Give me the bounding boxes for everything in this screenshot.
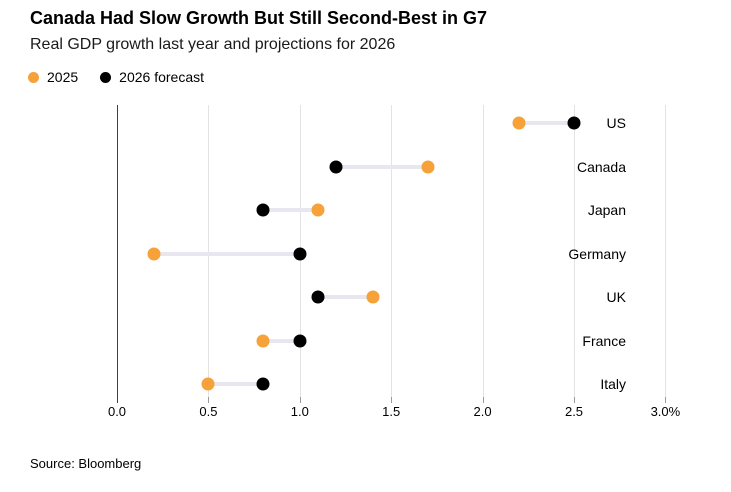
chart-subtitle: Real GDP growth last year and projection… (30, 36, 396, 53)
x-tick-label-0.0: 0.0 (107, 404, 127, 419)
connector-canada (336, 164, 428, 169)
dot-2025-uk (366, 290, 380, 304)
legend-swatch-2026-icon (100, 71, 112, 83)
x-tick-label-0.5: 0.5 (199, 404, 218, 419)
connector-france (263, 338, 300, 343)
category-label-japan: Japan (587, 202, 626, 218)
gridline-3.0% (665, 105, 667, 397)
x-tick-1.5 (391, 397, 393, 403)
gridline-0.5 (208, 105, 210, 397)
dot-2026-forecast-germany (293, 247, 307, 260)
x-tick-label-1.0: 1.0 (290, 404, 309, 419)
x-tick-label-3.0%: 3.0% (650, 404, 681, 419)
connector-uk (318, 295, 373, 299)
x-tick-label-2.5: 2.5 (564, 404, 584, 419)
y-axis-line (117, 105, 118, 403)
category-label-italy: Italy (600, 376, 626, 392)
legend-item-2026-forecast: 2026 forecast (100, 69, 204, 85)
legend-swatch-2025-icon (28, 71, 39, 83)
connector-japan (263, 208, 319, 212)
dot-2026-forecast-italy (256, 377, 270, 391)
x-tick-1.0 (299, 397, 301, 403)
connector-us (519, 121, 574, 125)
x-tick-2.5 (574, 397, 575, 403)
category-label-uk: UK (606, 289, 626, 305)
legend-label-2026-forecast: 2026 forecast (119, 69, 204, 85)
category-label-germany: Germany (568, 245, 626, 262)
chart-legend: 2025 2026 forecast (28, 69, 204, 85)
dot-2025-japan (311, 203, 325, 217)
dot-2026-forecast-japan (256, 203, 270, 217)
dot-2025-italy (201, 377, 215, 391)
dot-2026-forecast-france (293, 334, 307, 347)
dot-2026-forecast-us (567, 116, 581, 130)
connector-italy (208, 382, 264, 386)
source-note: Source: Bloomberg (30, 456, 142, 471)
dot-2025-france (256, 334, 270, 347)
x-tick-2.0 (482, 397, 484, 403)
dot-2026-forecast-canada (329, 160, 343, 173)
category-label-canada: Canada (576, 158, 626, 175)
category-label-france: France (582, 332, 626, 349)
dot-2025-germany (147, 247, 161, 260)
gridline-1.5 (391, 105, 393, 397)
chart-title: Canada Had Slow Growth But Still Second-… (30, 8, 488, 28)
x-tick-3.0% (665, 397, 667, 403)
dot-2025-us (512, 116, 526, 130)
category-label-us: US (606, 115, 626, 131)
x-tick-label-1.5: 1.5 (382, 404, 401, 419)
legend-item-2025: 2025 (28, 69, 78, 85)
gridline-2.0 (482, 105, 484, 397)
x-tick-0.5 (208, 397, 210, 403)
gridline-2.5 (574, 105, 575, 397)
x-tick-label-2.0: 2.0 (473, 404, 492, 419)
dot-2026-forecast-uk (311, 290, 325, 304)
dot-2025-canada (421, 160, 435, 173)
legend-label-2025: 2025 (47, 69, 79, 85)
connector-germany (153, 251, 300, 256)
